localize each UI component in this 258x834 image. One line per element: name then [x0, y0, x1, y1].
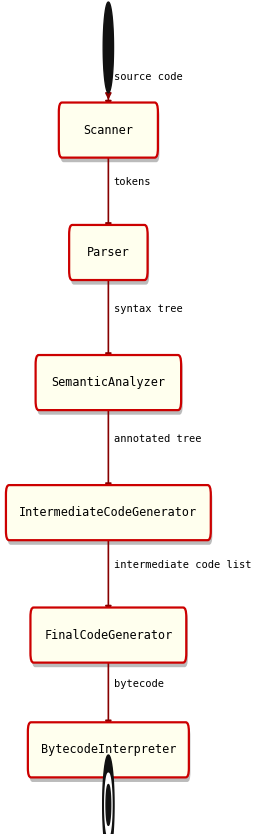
- FancyBboxPatch shape: [69, 225, 148, 280]
- FancyBboxPatch shape: [60, 107, 159, 162]
- Polygon shape: [105, 773, 112, 834]
- Polygon shape: [106, 785, 111, 826]
- Text: annotated tree: annotated tree: [114, 434, 201, 444]
- Text: Scanner: Scanner: [83, 123, 133, 137]
- Text: SemanticAnalyzer: SemanticAnalyzer: [51, 376, 165, 389]
- Text: intermediate code list: intermediate code list: [114, 560, 251, 570]
- FancyBboxPatch shape: [6, 485, 211, 540]
- Text: BytecodeInterpreter: BytecodeInterpreter: [41, 743, 176, 756]
- FancyBboxPatch shape: [29, 727, 190, 782]
- FancyBboxPatch shape: [7, 490, 212, 545]
- Text: source code: source code: [114, 72, 182, 82]
- Text: Parser: Parser: [87, 246, 130, 259]
- Text: syntax tree: syntax tree: [114, 304, 182, 314]
- Polygon shape: [103, 755, 114, 834]
- FancyBboxPatch shape: [28, 722, 189, 777]
- FancyBboxPatch shape: [36, 355, 181, 410]
- Polygon shape: [103, 2, 114, 93]
- Text: FinalCodeGenerator: FinalCodeGenerator: [44, 629, 173, 641]
- FancyBboxPatch shape: [32, 612, 188, 667]
- FancyBboxPatch shape: [30, 607, 186, 662]
- FancyBboxPatch shape: [71, 229, 149, 284]
- Text: IntermediateCodeGenerator: IntermediateCodeGenerator: [19, 506, 197, 519]
- Text: tokens: tokens: [114, 177, 151, 187]
- FancyBboxPatch shape: [59, 103, 158, 158]
- FancyBboxPatch shape: [37, 359, 183, 414]
- Text: bytecode: bytecode: [114, 679, 164, 689]
